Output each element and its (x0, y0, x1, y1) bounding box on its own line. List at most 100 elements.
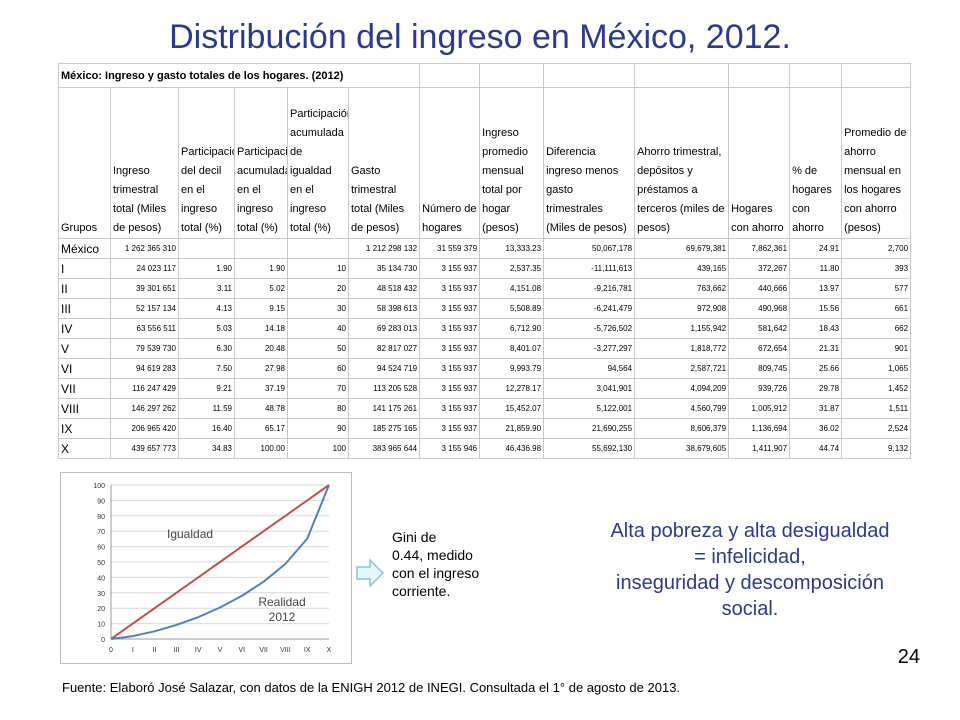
table-cell: 763,662 (634, 278, 730, 299)
y-tick-label: 70 (97, 529, 105, 536)
table-cell: -9,216,781 (543, 278, 636, 299)
table-cell: 39 301 651 (110, 278, 179, 299)
table-cell: 661 (841, 298, 912, 319)
table-row: I 24 023 117 1.90 1.90 10 35 134 730 3 155 937… (58, 258, 912, 279)
table-cell: 37.19 (234, 378, 288, 399)
series-label-igualdad: Igualdad (167, 527, 214, 541)
table-row: X 439 657 773 34.83 100.00 100 383 965 644 3 1… (58, 438, 912, 459)
x-tick-label: V (218, 647, 223, 654)
table-cell: 1.90 (178, 258, 235, 279)
table-cell: 2,700 (841, 238, 912, 259)
table-cell: 1.90 (234, 258, 288, 279)
table-cell: 3 155 937 (419, 298, 481, 319)
group-label: IX (58, 418, 111, 439)
table-cell: 5.02 (234, 278, 288, 299)
table-cell: 206 965 420 (110, 418, 179, 439)
table-cell: 21.31 (789, 338, 843, 359)
table-cell: 27.98 (234, 358, 288, 379)
group-label: III (58, 298, 111, 319)
table-cell: 38,679,605 (634, 438, 730, 459)
table-cell: 12,278.17 (479, 378, 545, 399)
x-tick-label: III (173, 647, 179, 654)
y-tick-label: 60 (97, 545, 105, 552)
table-cell: 55,692,130 (543, 438, 636, 459)
table-cell: 490,968 (728, 298, 791, 319)
right-arrow-icon (356, 558, 385, 588)
table-cell: 35 134 730 (347, 258, 421, 279)
table-row: VI 94 619 283 7.50 27.98 60 94 524 719 3 155 9… (58, 358, 912, 379)
x-tick-label: 0 (109, 647, 113, 654)
table-cell: 662 (841, 318, 912, 339)
table-cell: 1,511 (841, 398, 912, 419)
slide-number: 24 (897, 646, 920, 668)
table-cell: 69 283 013 (347, 318, 421, 339)
group-label: México (58, 238, 111, 259)
x-tick-label: VII (259, 647, 268, 654)
table-cell (419, 63, 481, 88)
x-tick-label: VIII (280, 647, 291, 654)
table-cell: 31 559 379 (419, 238, 481, 259)
y-tick-label: 40 (97, 575, 105, 582)
table-cell: 14.18 (234, 318, 288, 339)
table-cell: 31.87 (789, 398, 843, 419)
table-cell: 82 817 027 (347, 338, 421, 359)
x-tick-label: VI (238, 647, 245, 654)
table-cell: 972,908 (634, 298, 730, 319)
column-header: Grupos (58, 87, 111, 239)
y-tick-label: 80 (97, 514, 105, 521)
table-cell: 3,041,901 (543, 378, 636, 399)
table-cell: 15.56 (789, 298, 843, 319)
table-cell: 1,818,772 (634, 338, 730, 359)
table-cell: 672,654 (728, 338, 791, 359)
table-cell: 30 (287, 298, 349, 319)
slide-title: Distribución del ingreso en México, 2012… (169, 18, 791, 56)
table-cell: 18.43 (789, 318, 843, 339)
table-cell: 9,132 (841, 438, 912, 459)
source-footer: Fuente: Elaboró José Salazar, con datos … (62, 680, 681, 695)
x-tick-label: I (132, 647, 134, 654)
table-cell: 3 155 937 (419, 398, 481, 419)
table-cell: 44.74 (789, 438, 843, 459)
group-label: VIII (58, 398, 111, 419)
table-cell: -5,726,502 (543, 318, 636, 339)
table-cell: 36.02 (789, 418, 843, 439)
table-cell: -3,277,297 (543, 338, 636, 359)
table-cell: 581,642 (728, 318, 791, 339)
table-cell: -11,111,613 (543, 258, 636, 279)
group-label: X (58, 438, 111, 459)
table-cell: 1,065 (841, 358, 912, 379)
igualdad-line (110, 484, 330, 640)
group-label: VI (58, 358, 111, 379)
table-cell: 141 175 261 (347, 398, 421, 419)
table-cell: 6.30 (178, 338, 235, 359)
table-cell: 6,712.90 (479, 318, 545, 339)
x-tick-label: IV (195, 647, 202, 654)
y-tick-label: 100 (93, 483, 105, 490)
table-cell: 3 155 937 (419, 358, 481, 379)
table-cell (234, 238, 288, 259)
group-label: I (58, 258, 111, 279)
table-cell (634, 63, 730, 88)
table-row: V 79 539 730 6.30 20.48 50 82 817 027 3 155 93… (58, 338, 912, 359)
table-cell: 50 (287, 338, 349, 359)
table-cell: 3 155 937 (419, 318, 481, 339)
table-cell: 440,666 (728, 278, 791, 299)
table-cell: 11.59 (178, 398, 235, 419)
table-cell: 94 619 283 (110, 358, 179, 379)
x-tick-label: IX (304, 647, 311, 654)
table-cell: 146 297 262 (110, 398, 179, 419)
table-cell: 3 155 937 (419, 418, 481, 439)
table-cell: 1,155,942 (634, 318, 730, 339)
column-header: Número de hogares (419, 87, 481, 239)
table-cell: 383 965 644 (347, 438, 421, 459)
table-cell: 13.97 (789, 278, 843, 299)
table-cell: 8,401.07 (479, 338, 545, 359)
table-cell: 13,333.23 (479, 238, 545, 259)
lorenz-chart: 0 10 20 30 40 50 60 70 80 90 100 0 I II III IV V VI VII VII… (60, 472, 352, 664)
y-tick-label: 20 (97, 606, 105, 613)
x-tick-label: II (153, 647, 157, 654)
table-cell: 63 556 511 (110, 318, 179, 339)
table-cell: 1,136,694 (728, 418, 791, 439)
column-header: Ingreso trimestral total (Miles de pesos… (110, 87, 179, 239)
table-cell: 3 155 937 (419, 338, 481, 359)
